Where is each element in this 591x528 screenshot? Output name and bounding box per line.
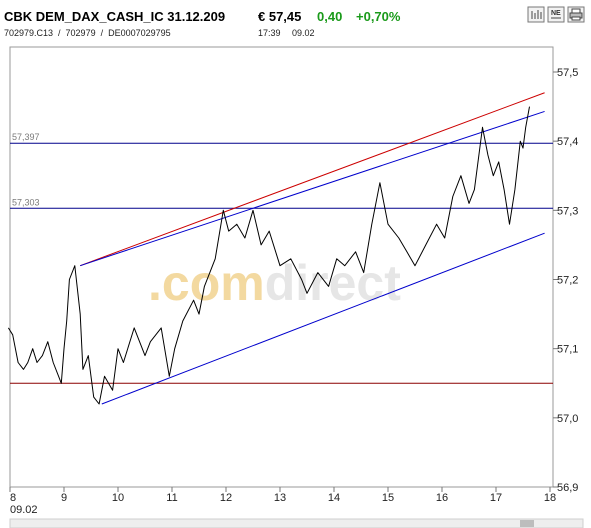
news-icon[interactable]: NE [547,6,565,23]
change-percent: +0,70% [356,9,401,24]
y-tick-label: 57,4 [557,136,578,148]
x-tick-label: 11 [166,492,177,504]
x-tick-label: 18 [544,492,556,504]
y-tick-label: 56,9 [557,482,578,494]
y-axis: 56,9 57,0 57,1 57,2 57,3 57,4 57,5 [553,67,578,494]
current-price: € 57,45 [258,9,301,24]
x-tick-label: 8 [10,492,16,504]
quote-date: 09.02 [292,28,315,38]
svg-text:NE: NE [551,10,561,17]
watermark: .comdirect [148,255,401,311]
y-tick-label: 57,2 [557,275,578,287]
scrollbar-thumb[interactable] [520,520,534,527]
x-tick-label: 9 [61,492,67,504]
level-lines: 57,397 57,303 [10,132,553,384]
y-tick-label: 57,0 [557,413,578,425]
trend-line [80,110,545,267]
y-tick-label: 57,5 [557,67,578,79]
trend-line [80,92,545,267]
instrument-title: CBK DEM_DAX_CASH_IC 31.12.209 [4,9,225,24]
x-axis: 8 9 10 11 12 13 14 15 16 17 18 [9,487,556,504]
x-tick-label: 13 [274,492,286,504]
instrument-codes: 702979.C13 / 702979 / DE0007029795 [4,28,171,38]
y-tick-label: 57,3 [557,205,578,217]
watermark-part2: direct [265,255,402,311]
print-icon[interactable] [567,6,585,23]
x-tick-label: 15 [382,492,394,504]
level-label: 57,397 [12,132,40,142]
scrollbar-track[interactable] [9,518,584,528]
quote-time: 17:39 [258,28,281,38]
chart-view-icon[interactable] [527,6,545,23]
level-label: 57,303 [12,197,40,207]
x-tick-label: 17 [490,492,502,504]
change-absolute: 0,40 [317,9,342,24]
price-series [7,106,530,405]
x-axis-date-label: 09.02 [10,504,38,516]
x-tick-label: 12 [220,492,232,504]
x-tick-label: 16 [436,492,448,504]
trend-line [101,232,545,405]
watermark-part1: .com [148,255,265,311]
x-tick-label: 14 [328,492,340,504]
trend-lines [80,92,545,405]
x-tick-label: 10 [112,492,124,504]
plot-frame [9,46,554,488]
y-tick-label: 57,1 [557,344,578,356]
price-line [7,106,530,405]
